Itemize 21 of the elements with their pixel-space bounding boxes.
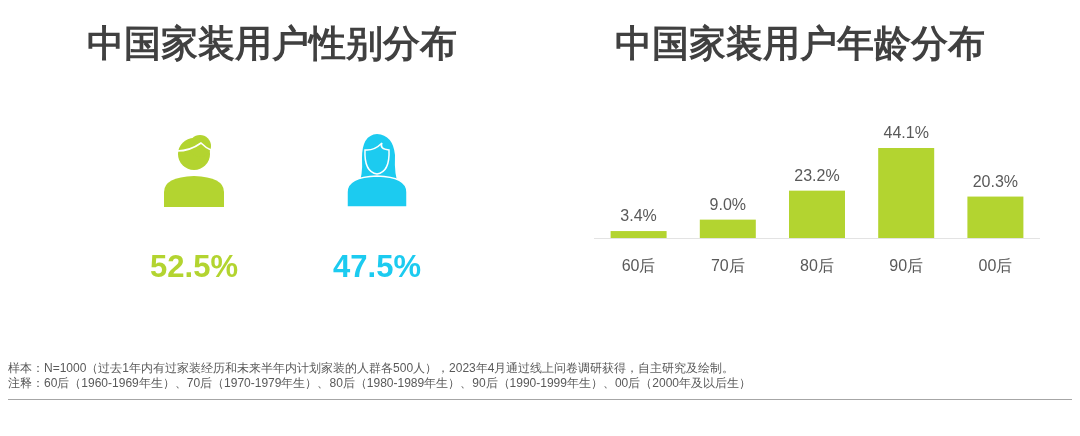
- data-label: 47.5%: [333, 249, 421, 284]
- x-tick-label: 60后: [621, 257, 656, 274]
- bar: [789, 190, 845, 238]
- x-tick-label: 00后: [978, 257, 1013, 274]
- text: 注释：60后（1960-1969年生）、70后（1970-1979年生）、80后（1980-1989年生）、90后（1990-1999年生）、00后（2000年及以后生）: [8, 376, 751, 390]
- bar: [610, 231, 667, 238]
- data-label: 9.0%: [709, 195, 747, 213]
- x-tick-label: 80后: [800, 257, 834, 274]
- x-tick-label: 90后: [889, 257, 924, 274]
- data-label: 44.1%: [883, 124, 929, 141]
- x-tick-label: 70后: [710, 257, 745, 274]
- text: 样本：N=1000（过去1年内有过家装经历和未来半年内计划家装的人群各500人），2023年4月通过线上问卷调研获得，自主研究及绘制。: [8, 361, 735, 375]
- bar: [699, 219, 756, 238]
- bar: [878, 148, 935, 238]
- chart-title: 中国家装用户年龄分布: [615, 23, 985, 64]
- bar: [967, 196, 1024, 238]
- text: 中国家装用户性别分布: [87, 23, 457, 64]
- data-label: 20.3%: [972, 172, 1019, 190]
- data-label: 23.2%: [794, 166, 840, 184]
- data-label: 3.4%: [620, 207, 657, 225]
- data-label: 52.5%: [150, 249, 238, 284]
